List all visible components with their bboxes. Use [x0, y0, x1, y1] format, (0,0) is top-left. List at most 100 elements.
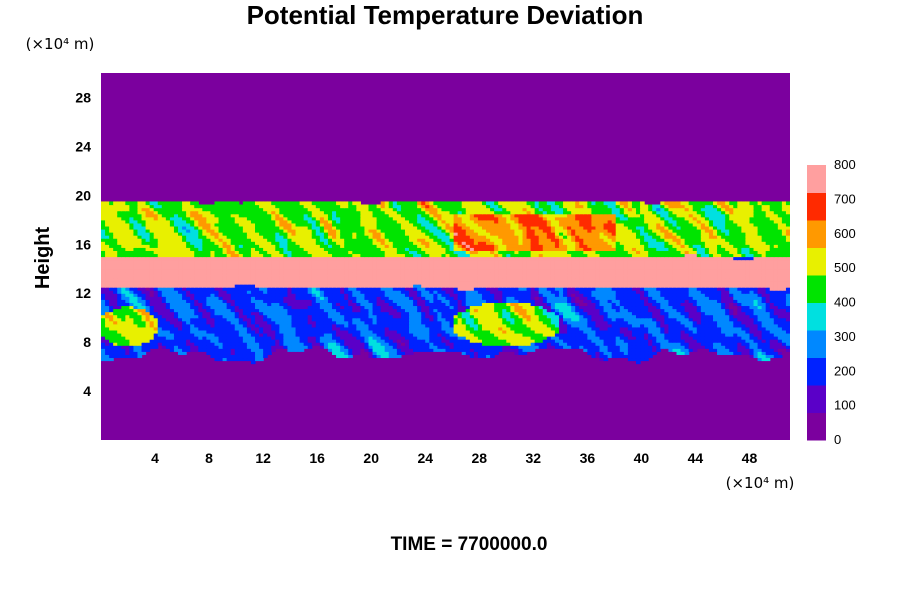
heatmap-cell: [461, 336, 467, 340]
heatmap-cell: [712, 317, 718, 322]
heatmap-cell: [117, 345, 122, 349]
heatmap-cell: [765, 345, 771, 349]
heatmap-cell: [599, 302, 605, 307]
heatmap-cell: [721, 290, 726, 294]
heatmap-cell: [619, 305, 625, 310]
heatmap-cell: [409, 323, 414, 328]
heatmap-cell: [437, 293, 443, 297]
heatmap-cell: [640, 302, 645, 307]
heatmap-cell: [364, 326, 370, 331]
heatmap-cell: [109, 287, 114, 291]
heatmap-cell: [360, 351, 366, 355]
heatmap-cell: [226, 287, 232, 291]
heatmap-cell: [542, 280, 548, 285]
heatmap-cell: [178, 287, 183, 291]
heatmap-cell: [145, 277, 151, 282]
heatmap-cell: [178, 345, 183, 349]
heatmap-cell: [680, 308, 686, 313]
heatmap-cell: [769, 317, 775, 322]
heatmap-cell: [133, 329, 139, 334]
heatmap-cell: [396, 342, 402, 346]
heatmap-cell: [465, 265, 471, 270]
heatmap-cell: [141, 311, 147, 316]
heatmap-cell: [315, 296, 321, 300]
heatmap-cell: [729, 290, 734, 294]
heatmap-cell: [234, 332, 240, 337]
heatmap-cell: [542, 290, 548, 294]
heatmap-cell: [502, 336, 507, 340]
heatmap-cell: [271, 326, 276, 331]
heatmap-cell: [263, 299, 268, 303]
heatmap-cell: [692, 271, 698, 276]
heatmap-cell: [554, 332, 560, 337]
heatmap-cell: [409, 274, 414, 279]
heatmap-cell: [542, 323, 548, 328]
heatmap-cell: [441, 277, 447, 282]
heatmap-cell: [591, 274, 597, 279]
heatmap-cell: [352, 293, 357, 297]
heatmap-cell: [781, 265, 787, 270]
heatmap-cell: [692, 323, 698, 328]
heatmap-cell: [672, 342, 678, 346]
heatmap-cell: [542, 284, 548, 288]
heatmap-cell: [190, 342, 195, 346]
heatmap-cell: [648, 299, 653, 303]
heatmap-cell: [287, 299, 293, 303]
heatmap-cell: [283, 271, 289, 276]
heatmap-cell: [700, 299, 706, 303]
heatmap-cell: [206, 268, 212, 273]
heatmap-cell: [526, 348, 532, 352]
heatmap-cell: [226, 305, 232, 310]
heatmap-cell: [384, 320, 390, 325]
heatmap-cell: [530, 287, 536, 291]
heatmap-cell: [603, 268, 609, 273]
heatmap-cell: [141, 329, 147, 334]
heatmap-cell: [587, 345, 593, 349]
heatmap-cell: [141, 345, 147, 349]
heatmap-cell: [287, 336, 293, 340]
heatmap-cell: [595, 326, 601, 331]
heatmap-cell: [279, 268, 284, 273]
heatmap-cell: [538, 284, 544, 288]
heatmap-cell: [542, 287, 548, 291]
heatmap-cell: [129, 268, 135, 273]
heatmap-cell: [194, 293, 199, 297]
heatmap-cell: [425, 293, 430, 297]
heatmap-cell: [567, 308, 572, 313]
heatmap-cell: [299, 299, 305, 303]
heatmap-cell: [214, 351, 220, 355]
heatmap-cell: [327, 265, 333, 270]
heatmap-cell: [477, 320, 483, 325]
heatmap-cell: [640, 348, 645, 352]
heatmap-cell: [332, 277, 337, 282]
heatmap-cell: [222, 317, 228, 322]
heatmap-cell: [640, 284, 645, 288]
heatmap-cell: [129, 262, 135, 267]
heatmap-cell: [352, 302, 357, 307]
heatmap-cell: [360, 317, 366, 322]
heatmap-cell: [717, 290, 722, 294]
heatmap-cell: [717, 277, 722, 282]
heatmap-cell: [157, 332, 163, 337]
heatmap-cell: [587, 265, 593, 270]
heatmap-cell: [640, 345, 645, 349]
heatmap-cell: [271, 332, 276, 337]
heatmap-cell: [473, 284, 479, 288]
heatmap-cell: [315, 287, 321, 291]
heatmap-cell: [376, 299, 382, 303]
heatmap-cell: [563, 284, 568, 288]
heatmap-cell: [279, 320, 284, 325]
heatmap-cell: [441, 308, 447, 313]
heatmap-cell: [644, 311, 649, 316]
heatmap-cell: [640, 280, 645, 285]
heatmap-cell: [311, 280, 317, 285]
heatmap-cell: [364, 280, 370, 285]
heatmap-cell: [619, 271, 625, 276]
heatmap-cell: [603, 296, 609, 300]
heatmap-cell: [153, 317, 159, 322]
heatmap-cell: [145, 332, 151, 337]
heatmap-cell: [506, 265, 511, 270]
heatmap-cell: [255, 354, 260, 359]
heatmap-cell: [631, 290, 637, 294]
heatmap-cell: [121, 262, 126, 267]
